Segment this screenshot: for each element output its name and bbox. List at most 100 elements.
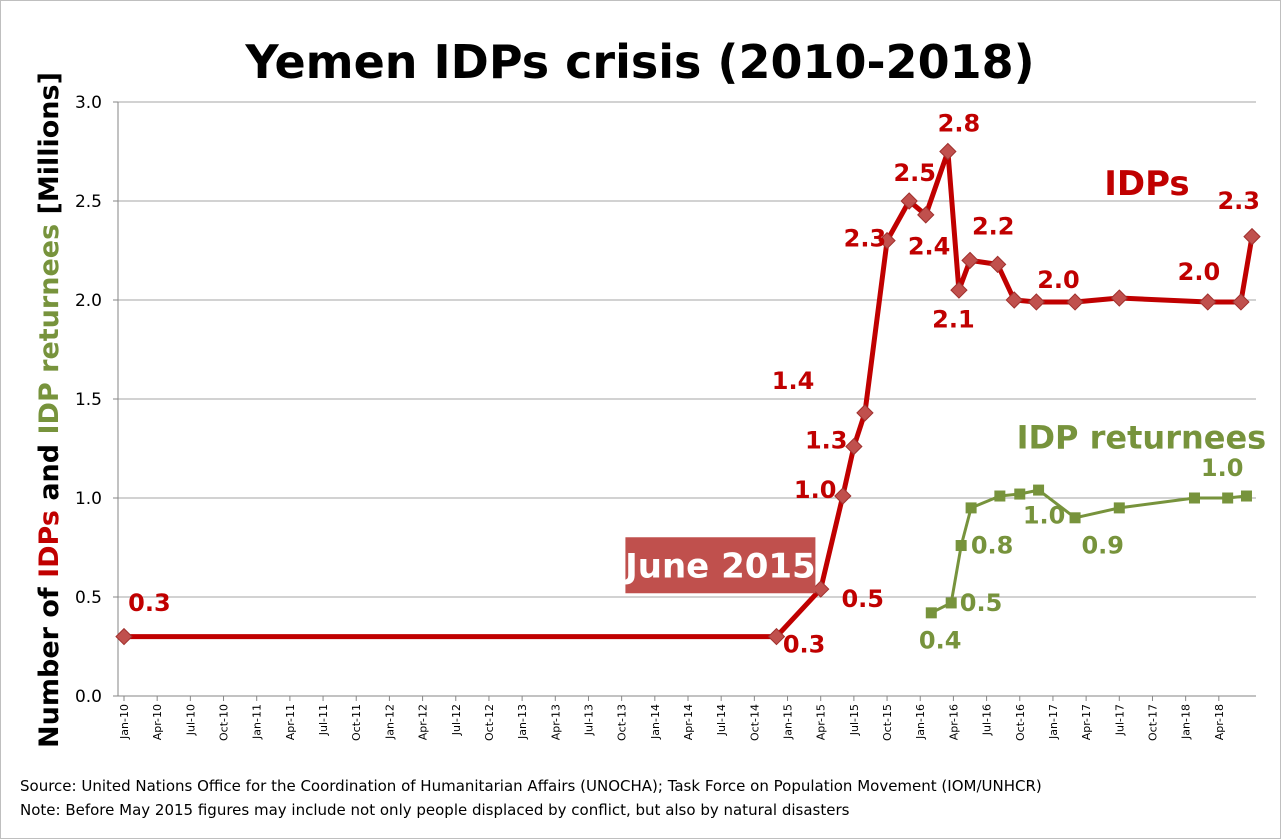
data-label: 0.8 bbox=[971, 531, 1014, 559]
idp-marker bbox=[1243, 227, 1261, 246]
data-label: 2.8 bbox=[938, 110, 981, 138]
data-label: 1.0 bbox=[1023, 502, 1066, 530]
idp-marker bbox=[845, 437, 863, 456]
data-label: 2.1 bbox=[932, 306, 975, 334]
y-tick-label: 1.5 bbox=[75, 390, 102, 410]
x-tick-label: Jan-16 bbox=[914, 704, 927, 740]
x-tick-label: Apr-15 bbox=[815, 704, 828, 740]
data-label: 0.4 bbox=[919, 626, 962, 654]
gridlines bbox=[118, 101, 1256, 598]
idp-marker bbox=[767, 627, 786, 646]
idp-marker bbox=[917, 206, 935, 224]
data-label: 2.0 bbox=[1178, 258, 1221, 286]
idp-marker bbox=[988, 255, 1007, 274]
data-label: 2.5 bbox=[893, 159, 936, 187]
idp-marker bbox=[939, 142, 957, 161]
data-label: 2.0 bbox=[1037, 266, 1080, 294]
data-label: 0.5 bbox=[841, 585, 884, 613]
data-label: 2.3 bbox=[844, 225, 887, 253]
idp-marker bbox=[1232, 293, 1250, 311]
footnote: Note: Before May 2015 figures may includ… bbox=[20, 801, 850, 819]
idp-marker bbox=[1199, 293, 1217, 311]
x-tick-label: Oct-11 bbox=[350, 704, 363, 741]
returnees-series-label: IDP returnees bbox=[1017, 419, 1267, 457]
returnee-marker bbox=[925, 607, 937, 619]
y-tick-label: 1.0 bbox=[75, 489, 102, 509]
x-tick-label: Jul-10 bbox=[184, 704, 197, 736]
x-tick-label: Jul-15 bbox=[848, 704, 861, 736]
x-tick-label: Jan-18 bbox=[1180, 704, 1193, 740]
data-label: 1.3 bbox=[805, 427, 848, 455]
x-tick-label: Apr-17 bbox=[1080, 704, 1093, 740]
data-label: 2.4 bbox=[908, 232, 951, 260]
x-tick-label: Apr-14 bbox=[682, 704, 695, 740]
x-tick-label: Apr-12 bbox=[417, 704, 430, 740]
idp-marker bbox=[1066, 293, 1084, 311]
axes bbox=[113, 101, 1256, 701]
y-axis-label-part: IDP returnees bbox=[34, 224, 65, 435]
series-line-idp-returnees bbox=[930, 488, 1247, 615]
returnee-marker bbox=[945, 597, 957, 609]
idp-marker bbox=[856, 404, 874, 422]
x-tick-label: Jul-16 bbox=[981, 704, 994, 736]
returnee-marker bbox=[1240, 490, 1252, 502]
returnee-marker bbox=[955, 540, 967, 552]
x-tick-label: Oct-15 bbox=[881, 704, 894, 741]
x-tick-label: Jan-14 bbox=[649, 704, 662, 740]
x-tick-label: Jan-11 bbox=[251, 704, 264, 740]
idp-marker bbox=[900, 192, 918, 210]
y-axis-label-part: and bbox=[34, 435, 65, 511]
x-tick-label: Jan-15 bbox=[782, 704, 795, 740]
x-tick-label: Apr-10 bbox=[151, 704, 164, 740]
data-label: 0.5 bbox=[960, 589, 1003, 617]
y-tick-label: 3.0 bbox=[75, 93, 102, 113]
y-tick-label: 0.5 bbox=[75, 588, 102, 608]
idp-marker bbox=[1027, 293, 1046, 311]
returnee-marker bbox=[1033, 484, 1045, 496]
returnee-marker bbox=[965, 502, 977, 514]
y-axis-label-part: IDPs bbox=[34, 510, 65, 578]
idp-marker bbox=[1005, 291, 1023, 309]
june-2015-box bbox=[625, 537, 816, 594]
x-tick-label: Oct-16 bbox=[1014, 704, 1027, 741]
y-tick-label: 2.0 bbox=[75, 291, 102, 311]
x-tick-label: Jan-10 bbox=[118, 704, 131, 740]
x-tick-label: Jan-17 bbox=[1047, 704, 1060, 740]
x-tick-label: Apr-11 bbox=[284, 704, 297, 740]
data-label: 0.3 bbox=[783, 630, 826, 658]
x-tick-label: Jan-12 bbox=[383, 704, 396, 740]
x-tick-label: Oct-17 bbox=[1146, 704, 1159, 741]
returnee-marker bbox=[1222, 492, 1234, 504]
idp-marker bbox=[961, 251, 979, 270]
annotations: IDPs IDP returnees June 2015 bbox=[623, 164, 1267, 594]
data-label: 2.3 bbox=[1217, 187, 1260, 215]
returnee-marker bbox=[994, 490, 1006, 502]
data-label: 0.9 bbox=[1081, 531, 1124, 559]
x-tick-label: Apr-18 bbox=[1213, 704, 1226, 740]
x-tick-label: Apr-16 bbox=[947, 704, 960, 740]
data-label: 2.2 bbox=[972, 213, 1015, 241]
x-tick-label: Oct-12 bbox=[483, 704, 496, 741]
y-axis-label-part: Number of bbox=[34, 578, 65, 748]
idp-marker bbox=[1110, 289, 1129, 307]
returnee-marker bbox=[1069, 512, 1081, 524]
x-tick-label: Apr-13 bbox=[549, 704, 562, 740]
x-tick-label: Oct-10 bbox=[218, 704, 231, 741]
data-label: 1.0 bbox=[1201, 454, 1244, 482]
x-tick-label: Jan-13 bbox=[516, 704, 529, 740]
june-2015-label: June 2015 bbox=[623, 546, 816, 586]
x-tick-label: Jul-17 bbox=[1113, 704, 1126, 736]
idp-marker bbox=[950, 281, 968, 299]
y-axis-label: Number of IDPs and IDP returnees [Millio… bbox=[34, 72, 65, 748]
source-note: Source: United Nations Office for the Co… bbox=[20, 777, 1042, 795]
idp-marker bbox=[115, 627, 133, 646]
data-label: 0.3 bbox=[128, 589, 171, 617]
x-tick-label: Jul-11 bbox=[317, 704, 330, 736]
y-axis-label-part: [Millions] bbox=[34, 72, 65, 224]
y-tick-label: 0.0 bbox=[75, 687, 102, 707]
y-tick-label: 2.5 bbox=[75, 192, 102, 212]
returnee-marker bbox=[1113, 502, 1125, 514]
x-tick-label: Jul-12 bbox=[450, 704, 463, 736]
data-label: 1.0 bbox=[794, 476, 837, 504]
x-tick-label: Oct-13 bbox=[616, 704, 629, 741]
